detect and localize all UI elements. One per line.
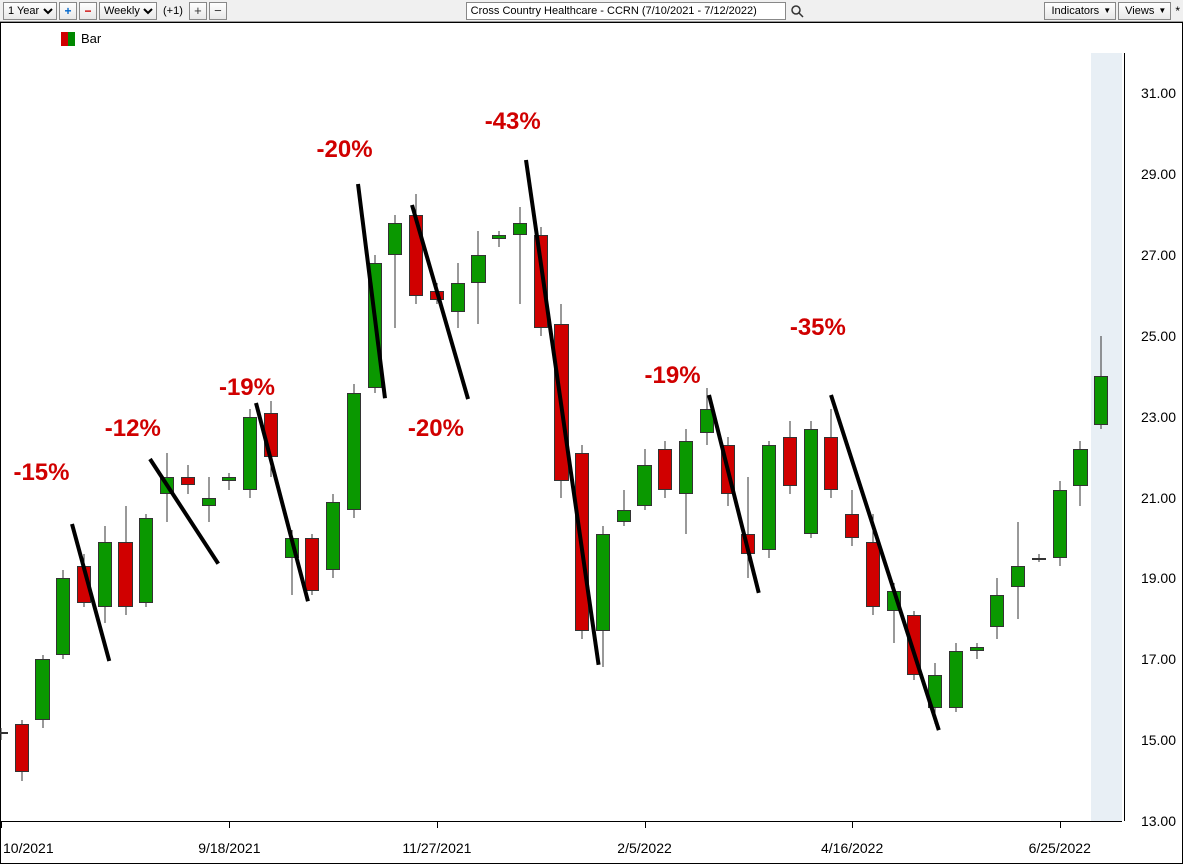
chart-toolbar: 1 Year + − Weekly (+1) + − Cross Country…: [0, 0, 1183, 22]
views-dropdown[interactable]: Views: [1118, 2, 1171, 20]
annotation-line: [254, 402, 310, 601]
legend-bar-label: Bar: [81, 31, 101, 46]
candle: [637, 53, 651, 821]
candle: [492, 53, 506, 821]
candle: [305, 53, 319, 821]
candle: [222, 53, 236, 821]
candle: [762, 53, 776, 821]
candle: [56, 53, 70, 821]
candle: [700, 53, 714, 821]
candle: [285, 53, 299, 821]
y-tick: 13.00: [1141, 813, 1176, 829]
x-tick: 6/25/2022: [1029, 840, 1091, 856]
candle: [77, 53, 91, 821]
y-tick: 17.00: [1141, 651, 1176, 667]
candle: [347, 53, 361, 821]
legend-bar-icon: [61, 32, 75, 46]
y-tick: 27.00: [1141, 247, 1176, 263]
interval-minus-button[interactable]: −: [209, 2, 227, 20]
y-tick: 21.00: [1141, 490, 1176, 506]
candle: [866, 53, 880, 821]
y-axis: 13.0015.0017.0019.0021.0023.0025.0027.00…: [1124, 53, 1182, 821]
annotation-label: -43%: [485, 108, 541, 136]
candle: [783, 53, 797, 821]
x-tick: 11/27/2021: [402, 840, 471, 856]
annotation-label: -12%: [105, 415, 161, 443]
candle: [1094, 53, 1108, 821]
x-tick: 4/16/2022: [821, 840, 883, 856]
interval-offset-label: (+1): [159, 5, 187, 17]
candle: [1073, 53, 1087, 821]
candle: [741, 53, 755, 821]
search-icon[interactable]: [788, 2, 806, 20]
candle: [243, 53, 257, 821]
candle: [0, 53, 8, 821]
candle: [617, 53, 631, 821]
candle: [1053, 53, 1067, 821]
candle: [804, 53, 818, 821]
y-tick: 25.00: [1141, 328, 1176, 344]
candle: [368, 53, 382, 821]
annotation-label: -19%: [645, 362, 701, 390]
candle: [845, 53, 859, 821]
candle: [949, 53, 963, 821]
candle: [160, 53, 174, 821]
x-tick: 9/18/2021: [198, 840, 260, 856]
annotation-label: -35%: [790, 314, 846, 342]
annotation-label: -20%: [317, 136, 373, 164]
x-axis: 10/2021 9/18/2021 11/27/2021 2/5/2022 4/16/2…: [1, 821, 1122, 863]
y-tick: 15.00: [1141, 732, 1176, 748]
annotation-label: -19%: [219, 374, 275, 402]
candle: [887, 53, 901, 821]
indicators-dropdown[interactable]: Indicators: [1044, 2, 1116, 20]
candle: [907, 53, 921, 821]
candle: [388, 53, 402, 821]
candle: [1032, 53, 1046, 821]
plot-region[interactable]: -15% -12% -19% -20% -20% -43% -19% -35%: [1, 53, 1122, 821]
candle: [1011, 53, 1025, 821]
interval-plus-button[interactable]: +: [189, 2, 207, 20]
x-tick: 2/5/2022: [617, 840, 672, 856]
y-tick: 19.00: [1141, 570, 1176, 586]
candle: [990, 53, 1004, 821]
y-tick: 29.00: [1141, 166, 1176, 182]
candle: [202, 53, 216, 821]
range-select[interactable]: 1 Year: [3, 2, 57, 20]
candle: [534, 53, 548, 821]
candle: [471, 53, 485, 821]
candle: [658, 53, 672, 821]
candle: [15, 53, 29, 821]
candle: [679, 53, 693, 821]
range-minus-button[interactable]: −: [79, 2, 97, 20]
symbol-search-input[interactable]: Cross Country Healthcare - CCRN (7/10/20…: [466, 2, 786, 20]
range-plus-button[interactable]: +: [59, 2, 77, 20]
candle: [824, 53, 838, 821]
interval-select[interactable]: Weekly: [99, 2, 157, 20]
candle: [721, 53, 735, 821]
x-tick: 10/2021: [3, 840, 54, 856]
candle: [35, 53, 49, 821]
y-tick: 31.00: [1141, 85, 1176, 101]
annotation-label: -15%: [13, 459, 69, 487]
candle: [970, 53, 984, 821]
candle: [575, 53, 589, 821]
y-tick: 23.00: [1141, 409, 1176, 425]
chart-area: Bar -15% -12% -19% -20% -20% -43% -19% -35% 13.…: [0, 22, 1183, 864]
candle: [181, 53, 195, 821]
annotation-label: -20%: [408, 415, 464, 443]
candle: [326, 53, 340, 821]
candle: [596, 53, 610, 821]
chart-legend: Bar: [61, 31, 101, 46]
modified-indicator: *: [1173, 4, 1180, 18]
